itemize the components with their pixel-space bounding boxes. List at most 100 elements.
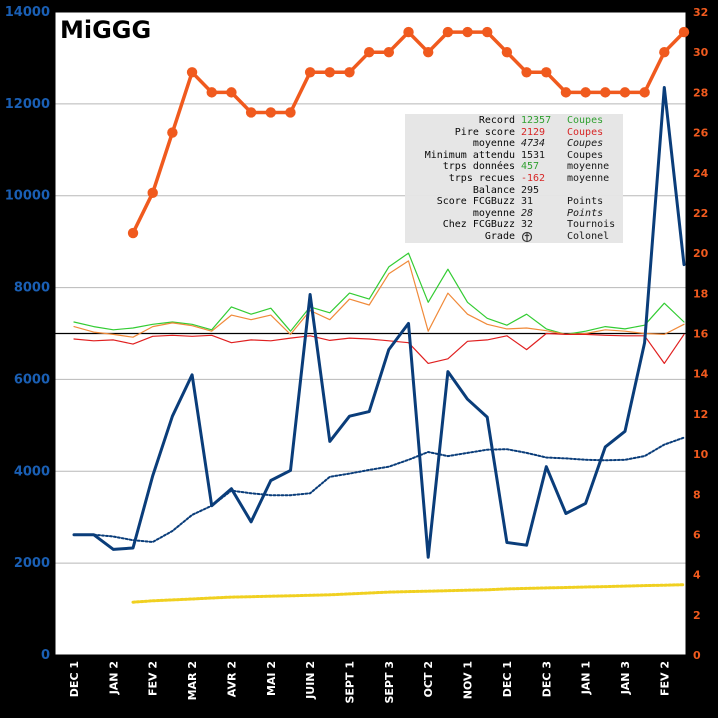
y-right-tick-label: 18 <box>693 287 708 300</box>
classement-point <box>678 26 690 38</box>
series-green-line <box>73 252 685 335</box>
stats-label: Record <box>478 115 515 126</box>
classement-point <box>344 67 355 78</box>
classement-point <box>304 67 316 78</box>
y-left-tick-label: 12000 <box>5 97 50 112</box>
y-right-tick-label: 12 <box>693 408 708 421</box>
y-left-tick-label: 8000 <box>14 281 50 296</box>
stats-unit: Points <box>567 196 604 208</box>
classement-point <box>363 46 375 58</box>
x-tick-label: FEV 2 <box>658 661 671 696</box>
stats-value: 4734 <box>521 138 546 150</box>
y-right-tick-label: 24 <box>693 167 709 180</box>
stats-label: Balance <box>472 184 515 196</box>
stats-label: moyenne <box>472 138 515 150</box>
stats-value: -162 <box>521 172 546 184</box>
y-right-tick-label: 32 <box>693 6 708 19</box>
classement-point <box>521 67 532 78</box>
x-tick-label: DEC 3 <box>540 661 553 697</box>
stats-unit: Coupes <box>567 126 604 138</box>
y-left-tick-label: 2000 <box>14 556 50 571</box>
stats-row: trps données 457 moyenne <box>405 161 623 173</box>
x-tick-label: AVR 2 <box>225 661 238 697</box>
stats-row: Chez FCGBuzz 32 Tournois <box>405 219 623 231</box>
stats-label: Score FCGBuzz <box>436 196 515 208</box>
classement-point <box>501 46 513 58</box>
stats-value: 32 <box>521 219 534 231</box>
stats-unit: Tournois <box>567 219 616 231</box>
classement-point <box>147 187 158 199</box>
y-right-tick-label: 0 <box>693 649 701 662</box>
classement-point <box>639 87 650 98</box>
stats-row: trps recues -162 moyenne <box>405 173 623 185</box>
stats-row: Score FCGBuzz 31 Points <box>405 196 623 208</box>
stats-unit: Coupes <box>567 149 604 161</box>
x-tick-label: SEPT 3 <box>383 661 396 704</box>
y-right-tick-label: 30 <box>693 46 709 59</box>
classement-point <box>245 107 257 118</box>
stats-value: 1531 <box>521 149 546 161</box>
x-tick-label: JAN 3 <box>619 661 632 695</box>
y-right-tick-label: 6 <box>693 528 701 541</box>
stats-panel: Record 12357 Coupes Pire score 2129 Coupes moy… <box>405 114 623 243</box>
stats-value <box>515 231 565 243</box>
stats-unit: moyenne <box>567 172 610 184</box>
logo-text: MiGGG <box>60 16 152 44</box>
classement-point <box>167 127 178 138</box>
x-tick-label: JUIN 2 <box>304 661 317 700</box>
classement-point <box>206 87 217 98</box>
stats-label: Grade <box>484 230 515 242</box>
stats-unit: moyenne <box>567 161 610 173</box>
y-right-tick-label: 4 <box>693 569 701 582</box>
stats-label: trps recues <box>448 172 515 184</box>
x-tick-label: SEPT 1 <box>343 661 356 704</box>
stats-unit: Colonel <box>567 230 610 242</box>
series-coupes <box>72 86 686 559</box>
series-minimum-attendu <box>131 583 686 604</box>
stats-value: 12357 <box>521 115 552 126</box>
classement-point <box>403 26 414 38</box>
stats-unit <box>565 185 567 197</box>
classement-point <box>619 87 631 98</box>
classement-point <box>541 67 552 78</box>
x-tick-label: DEC 1 <box>68 661 81 697</box>
stats-value: 28 <box>521 207 534 219</box>
x-tick-label: NOV 1 <box>462 661 475 699</box>
classement-point <box>186 67 198 78</box>
classement-point <box>127 227 139 239</box>
x-tick-label: MAR 2 <box>186 661 199 700</box>
x-tick-label: JAN 2 <box>107 661 120 695</box>
classement-point <box>600 87 611 98</box>
y-right-tick-label: 2 <box>693 609 701 622</box>
stats-label: Pire score <box>454 126 515 138</box>
stats-value: 457 <box>521 161 540 173</box>
classement-point <box>285 107 296 118</box>
series-moyenne-mobile <box>73 436 685 543</box>
y-left-tick-label: 10000 <box>5 189 50 204</box>
stats-unit: Coupes <box>567 115 604 126</box>
stats-row: Grade Colonel <box>405 231 623 243</box>
y-right-tick-label: 8 <box>693 488 701 501</box>
y-left-tick-label: 6000 <box>14 372 50 387</box>
classement-point <box>226 87 237 98</box>
x-tick-label: FEV 2 <box>147 661 160 696</box>
y-right-tick-label: 14 <box>693 368 709 381</box>
grade-badge-icon <box>521 231 533 243</box>
stats-value: 31 <box>521 196 534 208</box>
classement-point <box>265 107 276 118</box>
x-tick-label: DEC 1 <box>501 661 514 697</box>
y-left-tick-label: 14000 <box>5 5 50 20</box>
stats-row: Balance 295 <box>405 185 623 197</box>
y-right-tick-label: 22 <box>693 207 708 220</box>
classement-point <box>422 46 434 58</box>
stats-row: Record 12357 Coupes <box>405 115 623 127</box>
classement-point <box>659 46 670 58</box>
y-right-tick-label: 28 <box>693 86 708 99</box>
classement-point <box>324 67 336 78</box>
stats-row: moyenne 4734 Coupes <box>405 138 623 150</box>
y-right-tick-label: 20 <box>693 247 709 260</box>
stats-unit: Points <box>567 207 604 219</box>
stats-row: Pire score 2129 Coupes <box>405 127 623 139</box>
classement-point <box>462 26 473 38</box>
